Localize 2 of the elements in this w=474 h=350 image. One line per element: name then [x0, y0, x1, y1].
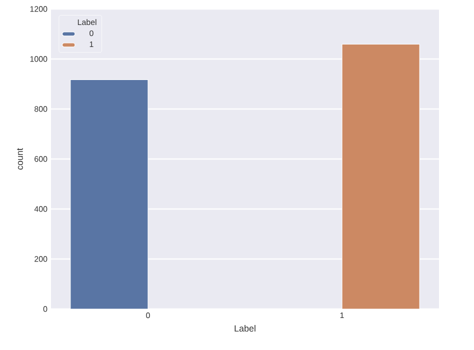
y-axis-title: count: [17, 148, 23, 170]
x-axis-title: Label: [234, 325, 256, 332]
